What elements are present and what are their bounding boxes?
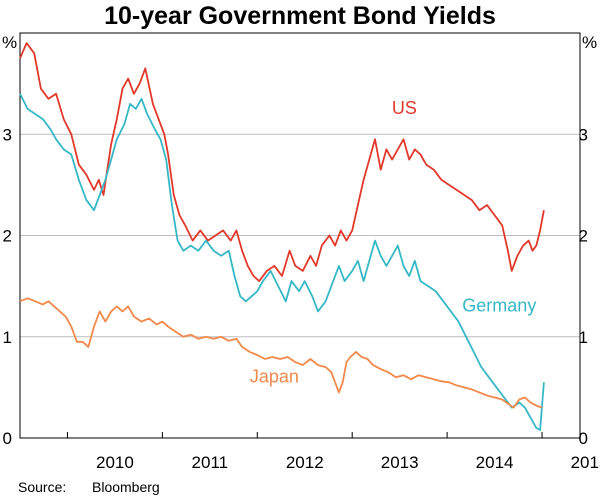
y-ticks-left: 0 1 2 3 bbox=[3, 125, 12, 448]
y-tick-left-2: 2 bbox=[3, 227, 12, 246]
x-tick-2012: 2012 bbox=[286, 453, 324, 472]
y-tick-right-2: 2 bbox=[579, 227, 588, 246]
series-line-germany bbox=[19, 93, 545, 431]
x-tick-2015: 2015 bbox=[571, 453, 600, 472]
x-tick-2010: 2010 bbox=[96, 453, 134, 472]
y-unit-left: % bbox=[2, 33, 17, 52]
x-tick-2013: 2013 bbox=[381, 453, 419, 472]
x-tick-2014: 2014 bbox=[476, 453, 514, 472]
y-tick-left-0: 0 bbox=[3, 429, 12, 448]
series-line-us bbox=[19, 42, 545, 282]
y-tick-left-1: 1 bbox=[3, 328, 12, 347]
source-value: Bloomberg bbox=[92, 479, 160, 495]
series-line-japan bbox=[19, 297, 543, 409]
series-labels: US Germany Japan bbox=[250, 98, 536, 386]
y-ticks-right: 0 1 2 3 bbox=[579, 125, 588, 448]
y-tick-left-3: 3 bbox=[3, 125, 12, 144]
series-lines bbox=[19, 42, 545, 431]
source-label: Source: bbox=[18, 479, 66, 495]
series-label-us: US bbox=[392, 98, 417, 118]
x-ticks: 2010 2011 2012 2013 2014 2015 bbox=[66, 432, 600, 472]
plot-frame bbox=[19, 32, 581, 439]
series-label-japan: Japan bbox=[250, 366, 299, 386]
chart-title: 10-year Government Bond Yields bbox=[104, 2, 496, 30]
y-unit-right: % bbox=[582, 33, 597, 52]
y-tick-right-1: 1 bbox=[579, 328, 588, 347]
x-tick-2011: 2011 bbox=[192, 453, 229, 472]
series-label-germany: Germany bbox=[462, 295, 536, 315]
y-tick-right-3: 3 bbox=[579, 125, 588, 144]
y-tick-right-0: 0 bbox=[579, 429, 588, 448]
